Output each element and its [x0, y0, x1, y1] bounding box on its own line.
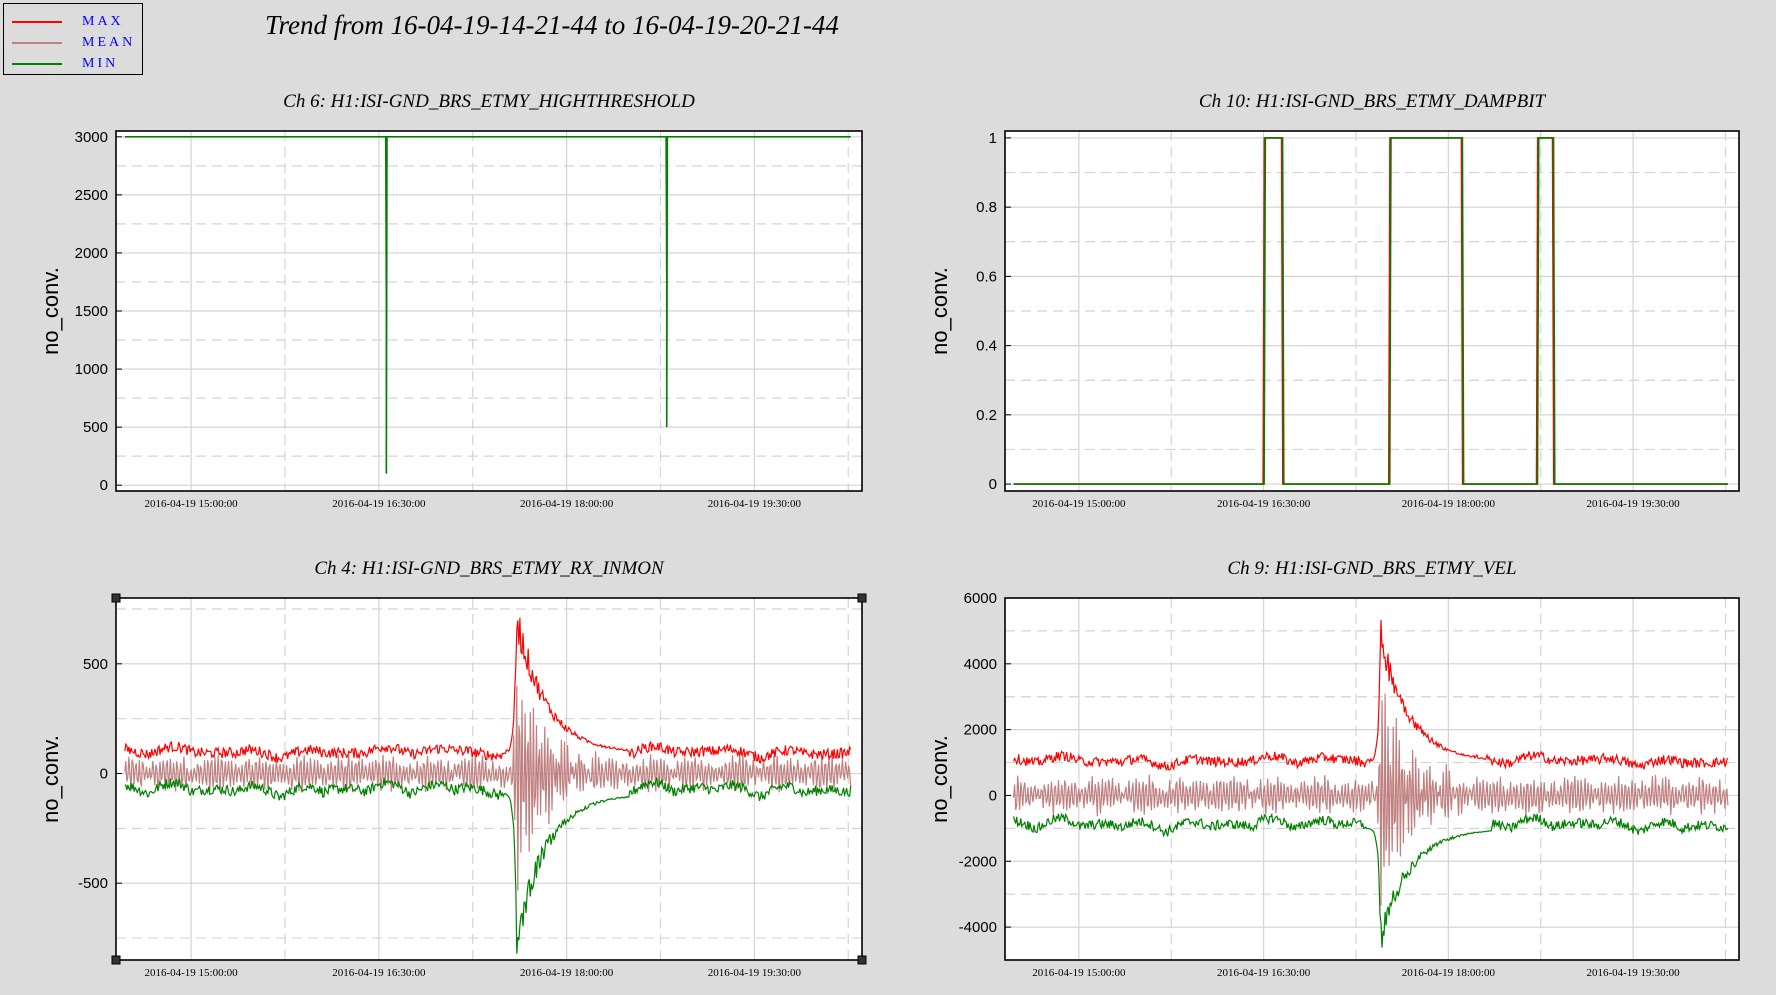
- x-tick-label: 2016-04-19 16:30:00: [1217, 967, 1311, 979]
- y-axis-label: no_conv.: [927, 267, 952, 355]
- data-layer: [124, 617, 852, 954]
- series-line-min: [124, 136, 851, 474]
- legend-line-max: [12, 21, 62, 23]
- plot-frame: [1004, 130, 1740, 492]
- series-line-mean: [1013, 693, 1729, 906]
- y-axis-label: no_conv.: [927, 735, 952, 823]
- chart-title: Ch 9: H1:ISI-GND_BRS_ETMY_VEL: [1227, 558, 1516, 579]
- x-tick-label: 2016-04-19 19:30:00: [1586, 498, 1680, 510]
- plot-area: [116, 598, 862, 960]
- plot-frame: [115, 130, 863, 492]
- y-tick-label: 1: [989, 130, 997, 147]
- y-tick-label: 6000: [964, 590, 997, 607]
- y-tick-label: 0.6: [976, 268, 997, 285]
- plot-frame: [115, 597, 863, 961]
- x-tick-label: 2016-04-19 18:00:00: [1402, 498, 1496, 510]
- chart-title: Ch 4: H1:ISI-GND_BRS_ETMY_RX_INMON: [314, 558, 665, 579]
- legend-label-mean: MEAN: [82, 35, 136, 50]
- chart-1: Ch 6: H1:ISI-GND_BRS_ETMY_HIGHTHRESHOLDn…: [38, 91, 863, 510]
- y-tick-label: 0: [989, 476, 997, 493]
- plot-area: [1005, 598, 1739, 960]
- y-tick-label: 500: [83, 419, 108, 436]
- y-tick-label: 0.4: [976, 338, 997, 355]
- selection-handle: [111, 955, 121, 965]
- y-tick-label: 3000: [75, 129, 108, 146]
- y-axis-label: no_conv.: [38, 735, 63, 823]
- legend-box: MAX MEAN MIN: [3, 3, 143, 75]
- chart-2: Ch 10: H1:ISI-GND_BRS_ETMY_DAMPBIT no_con…: [927, 91, 1740, 510]
- chart-title: Ch 10: H1:ISI-GND_BRS_ETMY_DAMPBIT: [1199, 91, 1547, 112]
- data-layer: [124, 136, 851, 474]
- y-axis-label: no_conv.: [38, 267, 63, 355]
- y-tick-label: 500: [83, 656, 108, 673]
- legend-item-min: MIN: [12, 54, 142, 74]
- chart-4: Ch 9: H1:ISI-GND_BRS_ETMY_VEL no_conv. -40…: [927, 558, 1740, 979]
- chart-title: Ch 6: H1:ISI-GND_BRS_ETMY_HIGHTHRESHOLD: [283, 91, 695, 112]
- y-tick-label: 0: [100, 477, 108, 494]
- y-tick-label: 1000: [75, 361, 108, 378]
- x-tick-label: 2016-04-19 15:00:00: [144, 967, 238, 979]
- chart-3: Ch 4: H1:ISI-GND_BRS_ETMY_RX_INMON no_con…: [38, 558, 867, 979]
- y-tick-label: -500: [78, 875, 108, 892]
- x-tick-label: 2016-04-19 16:30:00: [332, 498, 426, 510]
- y-tick-label: 2000: [964, 722, 997, 739]
- legend-item-mean: MEAN: [12, 33, 142, 53]
- x-tick-label: 2016-04-19 19:30:00: [1586, 967, 1680, 979]
- selection-handle: [857, 593, 867, 603]
- y-tick-label: 0.2: [976, 407, 997, 424]
- y-tick-label: 0.8: [976, 199, 997, 216]
- data-layer: [1013, 137, 1728, 485]
- x-tick-label: 2016-04-19 18:00:00: [1402, 967, 1496, 979]
- x-tick-label: 2016-04-19 15:00:00: [144, 498, 238, 510]
- x-tick-label: 2016-04-19 16:30:00: [332, 967, 426, 979]
- page-title: Trend from 16-04-19-14-21-44 to 16-04-19…: [265, 10, 839, 40]
- y-tick-label: 2500: [75, 187, 108, 204]
- legend-line-min: [12, 63, 62, 65]
- data-layer: [1013, 619, 1729, 948]
- selection-handle: [111, 593, 121, 603]
- x-tick-label: 2016-04-19 15:00:00: [1032, 498, 1126, 510]
- legend-item-max: MAX: [12, 12, 142, 32]
- series-line-max: [1013, 619, 1729, 772]
- y-tick-label: 1500: [75, 303, 108, 320]
- x-tick-label: 2016-04-19 16:30:00: [1217, 498, 1311, 510]
- y-tick-label: 2000: [75, 245, 108, 262]
- series-line-max: [124, 617, 852, 764]
- y-tick-label: 0: [989, 787, 997, 804]
- y-tick-label: -2000: [959, 853, 997, 870]
- y-tick-label: 4000: [964, 656, 997, 673]
- x-tick-label: 2016-04-19 15:00:00: [1032, 967, 1126, 979]
- y-tick-label: 0: [100, 766, 108, 783]
- legend-label-max: MAX: [82, 14, 124, 29]
- x-tick-label: 2016-04-19 19:30:00: [708, 967, 802, 979]
- x-tick-label: 2016-04-19 18:00:00: [520, 967, 614, 979]
- x-tick-label: 2016-04-19 19:30:00: [708, 498, 802, 510]
- series-line-mean: [124, 685, 852, 891]
- series-line-min: [124, 777, 852, 954]
- plot-frame: [1004, 597, 1740, 961]
- y-tick-label: -4000: [959, 919, 997, 936]
- legend-label-min: MIN: [82, 56, 119, 71]
- series-line-min: [1013, 137, 1728, 485]
- selection-handle: [857, 955, 867, 965]
- plot-area: [1005, 131, 1739, 491]
- x-tick-label: 2016-04-19 18:00:00: [520, 498, 614, 510]
- legend-line-mean: [12, 42, 62, 44]
- series-line-min: [1013, 812, 1729, 948]
